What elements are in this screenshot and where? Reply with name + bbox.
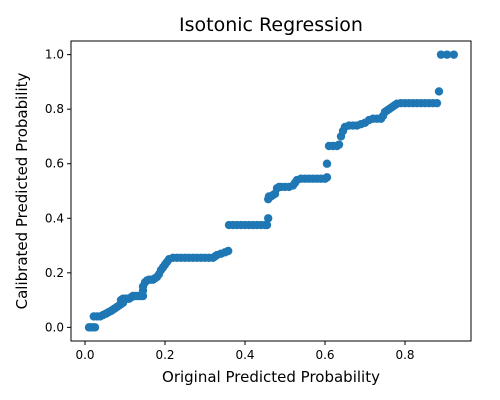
x-tick-label: 0.0: [75, 348, 94, 362]
y-tick-label: 1.0: [45, 48, 64, 62]
data-point: [434, 87, 444, 96]
data-point: [264, 214, 273, 223]
y-tick-label: 0.2: [45, 266, 64, 280]
plot-frame: [70, 40, 472, 342]
data-point: [90, 323, 100, 332]
data-point: [322, 159, 332, 168]
x-tick-label: 0.2: [155, 348, 174, 362]
data-point: [224, 246, 233, 256]
data-point: [432, 98, 442, 108]
data-points: [84, 50, 458, 332]
y-axis-label: Calibrated Predicted Probability: [13, 73, 31, 310]
chart-title: Isotonic Regression: [179, 14, 363, 36]
data-point: [436, 50, 446, 59]
x-tick-label: 0.8: [395, 348, 414, 362]
y-tick-label: 0.8: [45, 102, 64, 116]
y-tick-label: 0.4: [45, 211, 64, 225]
x-axis-ticks: 0.0 0.2 0.4 0.6 0.8: [75, 341, 415, 362]
y-axis-ticks: 0.0 0.2 0.4 0.6 0.8 1.0: [45, 48, 71, 334]
y-tick-label: 0.0: [45, 320, 64, 334]
data-point: [449, 50, 458, 59]
y-tick-label: 0.6: [45, 157, 64, 171]
data-point: [442, 50, 452, 59]
data-point: [322, 173, 332, 182]
data-point: [262, 220, 272, 230]
x-axis-label: Original Predicted Probability: [162, 368, 380, 386]
data-point: [334, 140, 344, 149]
x-tick-label: 0.4: [235, 348, 254, 362]
x-tick-label: 0.6: [315, 348, 334, 362]
